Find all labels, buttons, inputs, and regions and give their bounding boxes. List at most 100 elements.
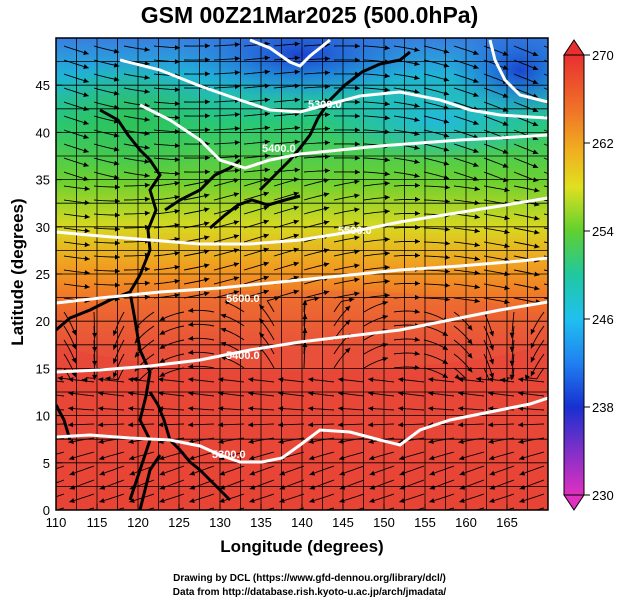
streamline-arrowhead [474, 270, 480, 276]
y-tick-label: 40 [36, 125, 50, 140]
streamline-arrowhead [220, 341, 227, 347]
streamline-arrowhead [129, 455, 135, 461]
streamline-arrowhead [354, 141, 360, 147]
streamline-arrowhead [113, 160, 120, 166]
streamline-arrowhead [532, 121, 539, 127]
streamline-arrowhead [83, 106, 89, 111]
streamline-arrowhead [309, 470, 316, 476]
streamline-arrowhead [502, 121, 509, 126]
streamline-arrowhead [203, 291, 210, 297]
streamline-arrowhead [309, 498, 315, 503]
streamline-arrowhead [354, 221, 360, 227]
y-tick-label: 45 [36, 78, 50, 93]
streamline-arrowhead [159, 372, 166, 377]
streamline-arrowhead [384, 73, 390, 79]
streamline-arrowhead [398, 406, 404, 412]
streamline-arrowhead [444, 184, 450, 190]
streamline-arrowhead [38, 391, 43, 396]
streamline-arrowhead [324, 154, 330, 160]
streamline-arrowhead [519, 510, 524, 515]
streamline-arrowhead [458, 377, 464, 383]
streamline-arrowhead [204, 113, 210, 119]
streamline-arrowhead [248, 390, 254, 396]
streamline-arrowhead [354, 127, 360, 133]
streamline-arrowhead [174, 208, 180, 214]
streamline-arrowhead [264, 83, 270, 89]
streamline-arrowhead [354, 193, 360, 199]
streamline-arrowhead [174, 194, 180, 200]
streamline-arrowhead [459, 470, 466, 476]
streamline-arrowhead [399, 455, 405, 461]
streamline-arrowhead [278, 377, 284, 383]
streamline-arrowhead [489, 372, 495, 379]
streamline-arrowhead [399, 470, 406, 476]
contour-5400-north [139, 103, 548, 170]
streamline-arrowhead [188, 363, 194, 369]
streamline-arrowhead [112, 372, 118, 378]
streamline [444, 507, 455, 510]
y-tick-label: 25 [36, 267, 50, 282]
streamline-arrowhead [264, 97, 270, 103]
streamline-arrowhead [473, 64, 479, 69]
streamline-arrowhead [84, 270, 90, 276]
streamline-arrowhead [474, 186, 480, 192]
streamline-arrowhead [263, 247, 269, 253]
streamline-arrowhead [84, 228, 90, 234]
streamline-arrowhead [369, 470, 376, 476]
streamline-arrowhead [159, 358, 166, 363]
streamline-arrowhead [38, 377, 43, 382]
streamline-arrowhead [84, 214, 90, 220]
streamline-arrowhead [534, 201, 540, 207]
streamline-arrowhead [294, 83, 300, 89]
streamline-arrowhead [459, 455, 465, 461]
streamline-arrowhead [488, 439, 494, 444]
streamline-arrowhead [458, 422, 464, 428]
colorbar-label: 238 [592, 400, 614, 415]
streamline-arrowhead [308, 390, 314, 396]
streamline-arrowhead [218, 390, 224, 396]
streamline-arrowhead [263, 177, 270, 183]
streamline-arrowhead [382, 314, 388, 320]
streamline-arrowhead [71, 357, 77, 364]
streamline-arrowhead [204, 99, 210, 105]
streamline-arrowhead [128, 422, 134, 428]
streamline-arrowhead [414, 210, 420, 216]
streamline-arrowhead [458, 406, 464, 412]
streamline-arrowhead [443, 76, 450, 82]
x-tick-label: 155 [414, 515, 436, 530]
streamline-arrowhead [189, 470, 196, 476]
streamline-arrowhead [354, 113, 360, 119]
streamline-arrowhead [69, 498, 75, 503]
streamline-arrowhead [259, 318, 265, 325]
streamline-arrowhead [443, 174, 450, 180]
streamline-arrowhead [144, 172, 150, 178]
streamline-arrowhead [384, 157, 390, 163]
streamline-arrowhead [532, 79, 539, 85]
streamline-arrowhead [308, 406, 314, 412]
streamline-arrowhead [442, 373, 448, 378]
streamline-arrowhead [534, 243, 540, 249]
streamline-arrowhead [68, 439, 74, 444]
streamline-arrowhead [113, 48, 120, 54]
streamline [174, 507, 185, 510]
streamline-arrowhead [114, 198, 120, 204]
streamline-arrowhead [489, 344, 495, 351]
streamline-arrowhead [473, 120, 479, 125]
streamline-arrowhead [384, 181, 390, 187]
streamline [513, 297, 538, 306]
streamline-arrowhead [504, 299, 510, 305]
streamline-arrowhead [113, 76, 120, 82]
streamline-arrowhead [174, 59, 180, 65]
streamline-arrowhead [218, 439, 224, 444]
plot-title: GSM 00Z21Mar2025 (500.0hPa) [140, 2, 479, 28]
streamline-arrowhead [279, 470, 286, 476]
streamline-arrowhead [473, 92, 479, 97]
streamline-arrowhead [69, 484, 76, 490]
streamline-arrowhead [414, 364, 420, 370]
streamline-arrowhead [294, 139, 300, 145]
streamline-arrowhead [354, 169, 360, 175]
y-axis-label: Latitude (degrees) [8, 198, 27, 346]
streamline-arrowhead [443, 118, 450, 124]
contour-label: 5300.0 [308, 99, 342, 111]
streamline-arrowhead [219, 470, 226, 476]
